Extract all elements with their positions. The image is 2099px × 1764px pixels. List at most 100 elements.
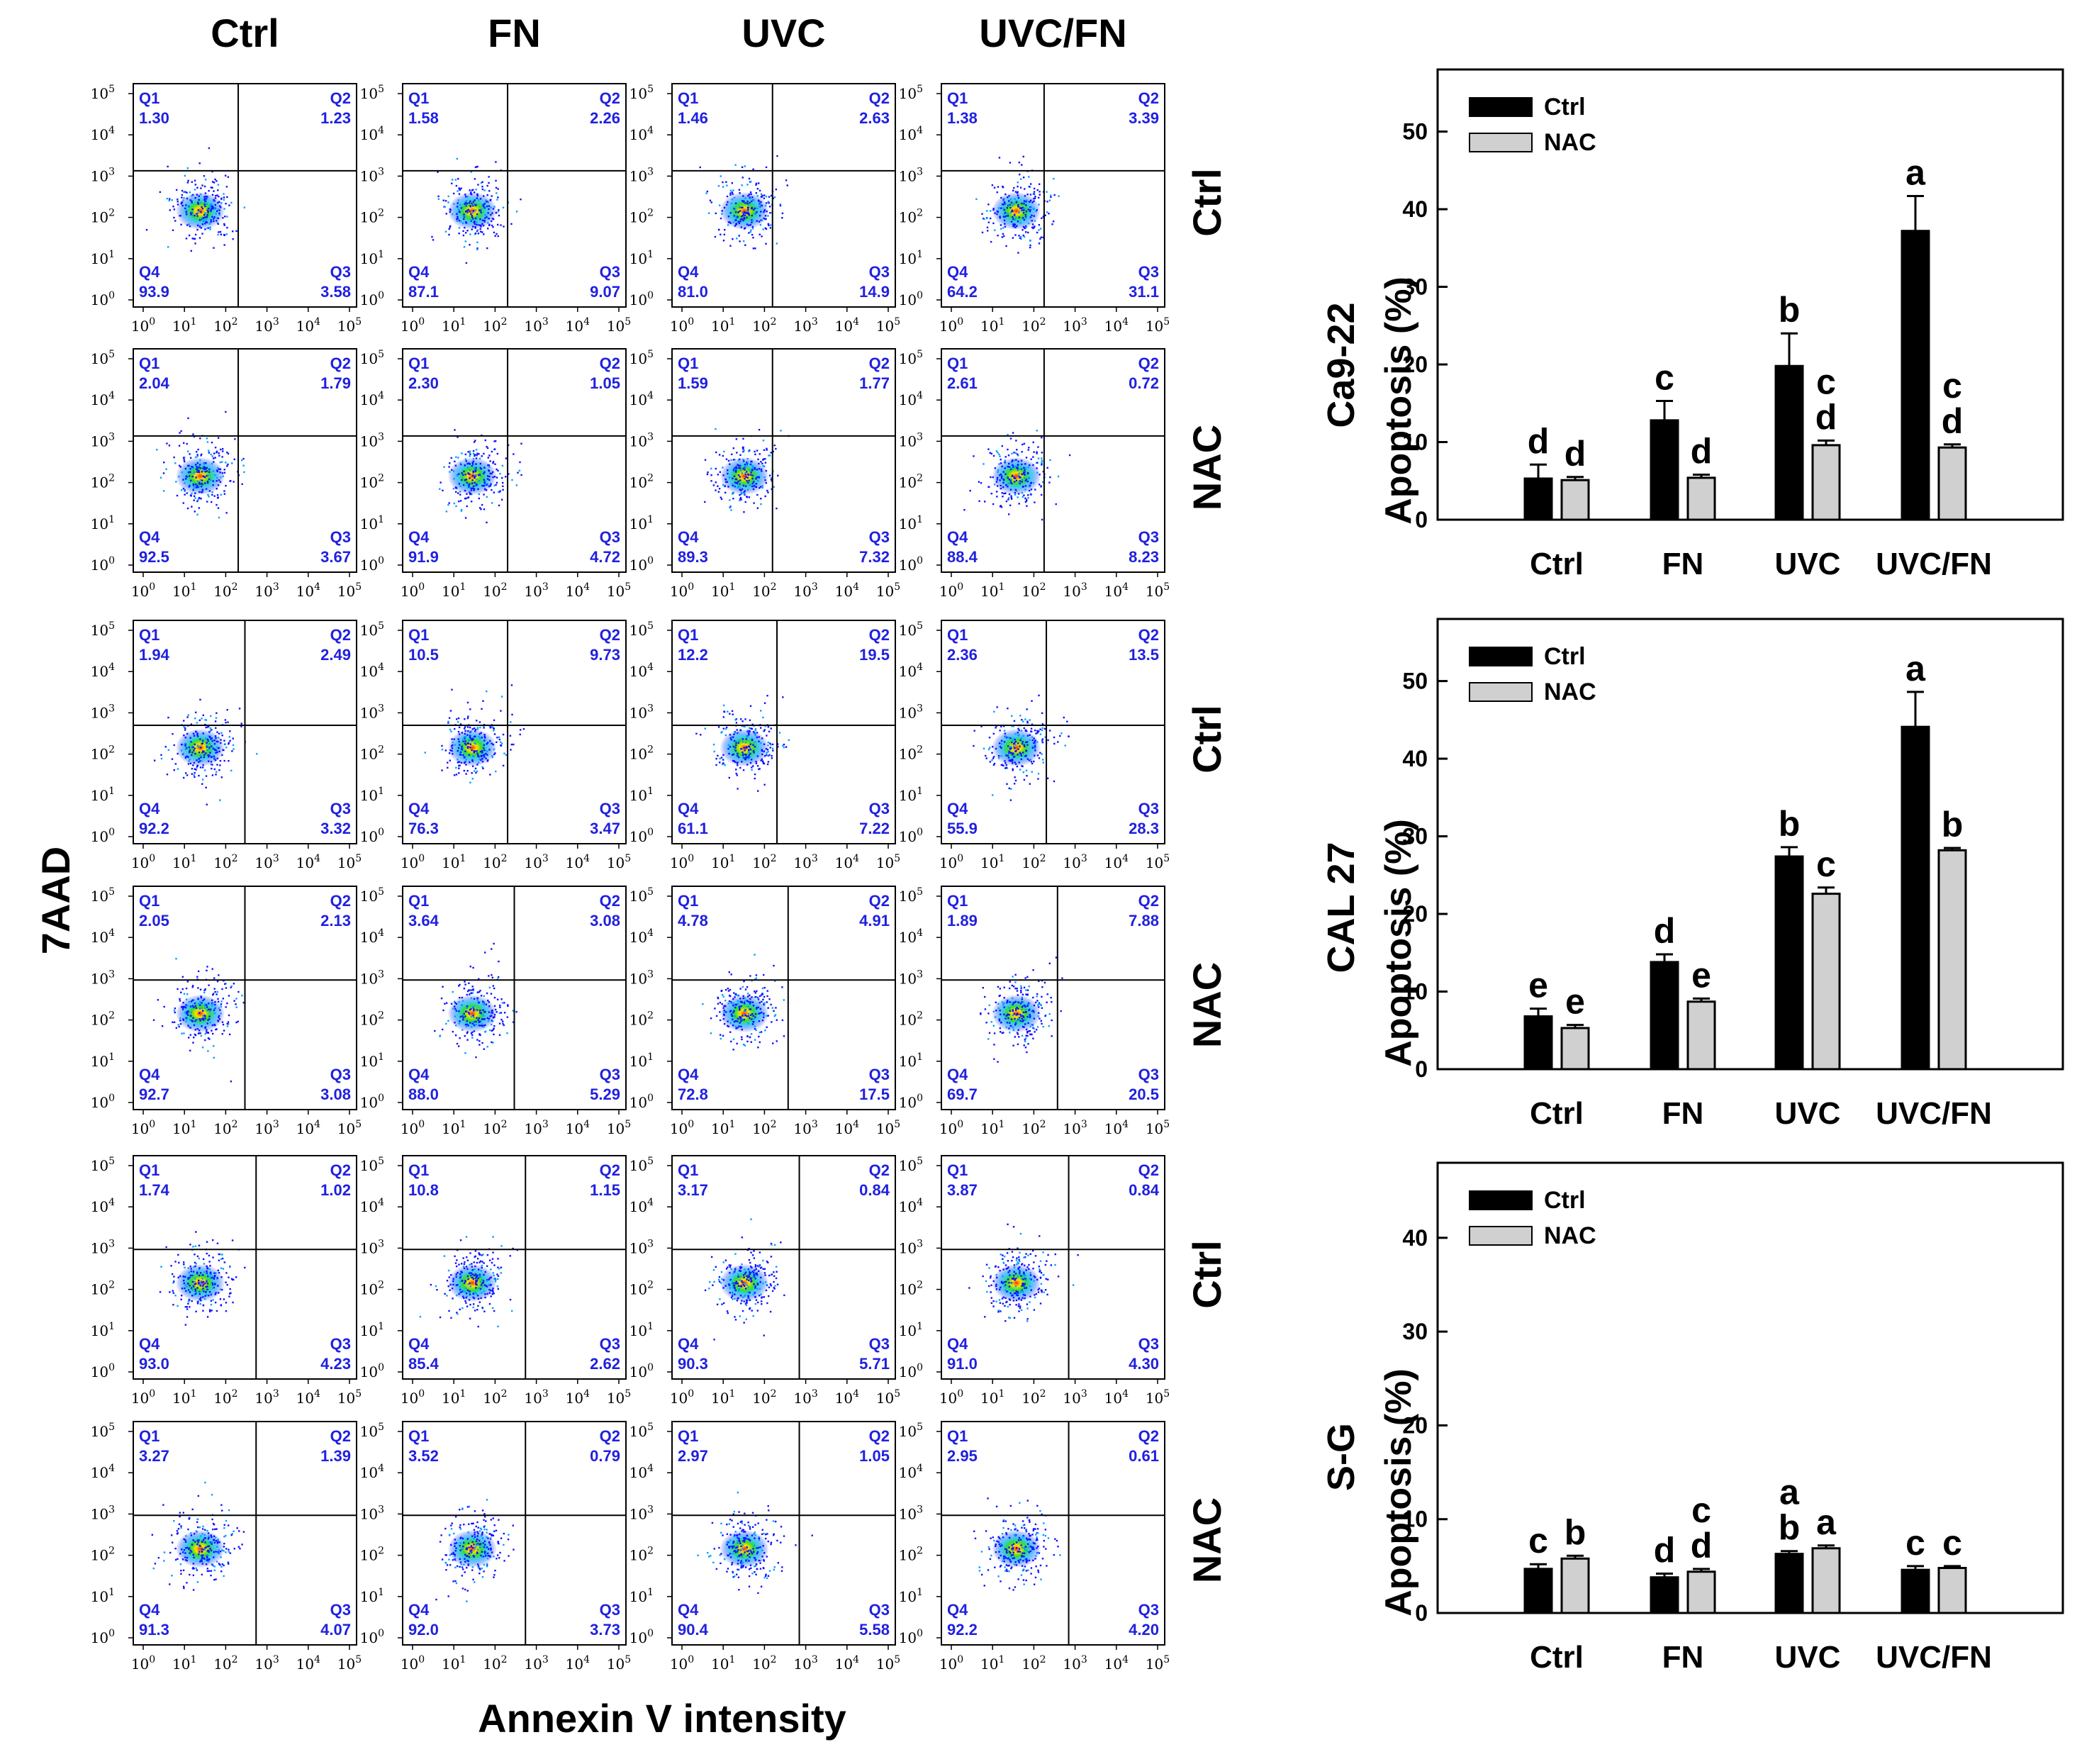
event-dot: [735, 1027, 737, 1029]
event-dot: [1023, 467, 1025, 469]
x-tick-power: 2: [501, 853, 508, 864]
event-dot: [1034, 729, 1036, 732]
event-dot: [191, 506, 193, 508]
event-dot: [233, 481, 235, 483]
event-dot: [1041, 452, 1043, 454]
event-dot: [1026, 193, 1029, 196]
event-dot: [1027, 1043, 1029, 1045]
event-dot: [474, 454, 476, 457]
event-dot: [1007, 454, 1010, 457]
event-dot: [732, 477, 734, 480]
event-dot: [206, 738, 209, 741]
event-dot: [478, 721, 481, 723]
event-dot: [733, 484, 736, 487]
event-dot: [1018, 1017, 1021, 1019]
event-dot: [737, 220, 739, 223]
event-dot: [776, 242, 778, 245]
event-dot: [1018, 211, 1020, 213]
event-dot: [480, 224, 482, 227]
event-dot: [226, 216, 228, 218]
event-dot: [722, 716, 725, 718]
event-dot: [1023, 744, 1026, 747]
event-dot: [464, 464, 466, 467]
event-dot: [190, 1015, 192, 1017]
event-dot: [756, 1006, 758, 1009]
y-tick-label: 104: [629, 125, 654, 143]
event-dot: [216, 1310, 218, 1312]
event-dot: [985, 210, 988, 212]
event-dot: [987, 448, 990, 450]
event-dot: [464, 497, 467, 500]
flow-panel: Q11.94Q22.49Q492.2Q33.321001001011011021…: [91, 620, 362, 871]
x-tick-power: 3: [273, 1388, 279, 1400]
event-dot: [196, 759, 198, 761]
event-dot: [216, 503, 218, 506]
event-dot: [1016, 765, 1019, 768]
event-dot: [758, 1020, 761, 1022]
event-dot: [165, 468, 167, 470]
event-dot: [184, 1266, 186, 1269]
event-dot: [460, 207, 463, 209]
event-dot: [489, 774, 491, 776]
event-dot: [506, 1016, 509, 1018]
event-dot: [466, 202, 469, 205]
event-dot: [483, 754, 486, 756]
event-dot: [483, 727, 485, 729]
q2-label: Q2: [330, 626, 351, 644]
event-dot: [1006, 1014, 1009, 1017]
row-condition-label-ctrl: Ctrl: [1185, 705, 1229, 773]
event-dot: [1002, 1032, 1004, 1034]
q3-label: Q3: [1138, 263, 1159, 281]
event-dot: [1019, 715, 1021, 717]
event-dot: [183, 1282, 186, 1285]
event-dot: [1026, 708, 1028, 710]
event-dot: [1004, 1017, 1007, 1020]
event-dot: [1014, 493, 1017, 496]
q2-value: 1.77: [859, 374, 890, 392]
event-dot: [746, 464, 748, 467]
x-tick-label: 105: [337, 1119, 362, 1137]
x-tick-label: 104: [835, 853, 859, 871]
event-dot: [744, 1044, 746, 1046]
event-dot: [726, 195, 729, 198]
event-dot: [471, 474, 474, 476]
event-dot: [189, 758, 191, 761]
event-dot: [205, 719, 208, 721]
event-dot: [741, 206, 743, 208]
event-dot: [761, 749, 763, 751]
event-dot: [491, 220, 493, 223]
event-dot: [483, 471, 486, 474]
event-dot: [764, 204, 767, 207]
event-dot: [749, 747, 751, 749]
x-tick-power: 0: [957, 581, 963, 593]
event-dot: [1013, 720, 1016, 722]
event-dot: [1009, 1010, 1012, 1012]
x-tick-label: 100: [131, 853, 155, 871]
event-dot: [159, 191, 162, 194]
event-dot: [734, 225, 737, 227]
event-dot: [225, 1281, 227, 1283]
event-dot: [493, 727, 495, 730]
event-dot: [742, 437, 744, 440]
event-dot: [189, 199, 191, 201]
event-dot: [1012, 1044, 1014, 1046]
event-dot: [739, 988, 741, 990]
event-dot: [196, 766, 198, 769]
event-dot: [482, 1009, 484, 1011]
event-dot: [199, 437, 201, 440]
event-dot: [216, 450, 218, 453]
event-dot: [1019, 745, 1021, 747]
event-dot: [194, 1245, 197, 1247]
event-dot: [759, 727, 762, 729]
y-tick-power: 4: [108, 927, 115, 939]
event-dot: [184, 174, 186, 177]
event-dot: [456, 213, 458, 216]
event-dot: [751, 723, 754, 726]
event-dot: [768, 454, 771, 457]
event-dot: [1004, 492, 1007, 494]
event-dot: [473, 735, 476, 738]
event-dot: [441, 749, 444, 751]
event-dot: [464, 756, 466, 758]
event-dot: [205, 195, 207, 198]
event-dot: [512, 1021, 515, 1023]
